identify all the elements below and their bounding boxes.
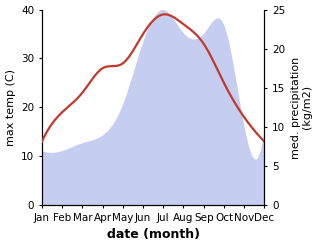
Y-axis label: max temp (C): max temp (C) xyxy=(5,69,16,146)
X-axis label: date (month): date (month) xyxy=(107,228,200,242)
Y-axis label: med. precipitation
(kg/m2): med. precipitation (kg/m2) xyxy=(291,56,313,159)
